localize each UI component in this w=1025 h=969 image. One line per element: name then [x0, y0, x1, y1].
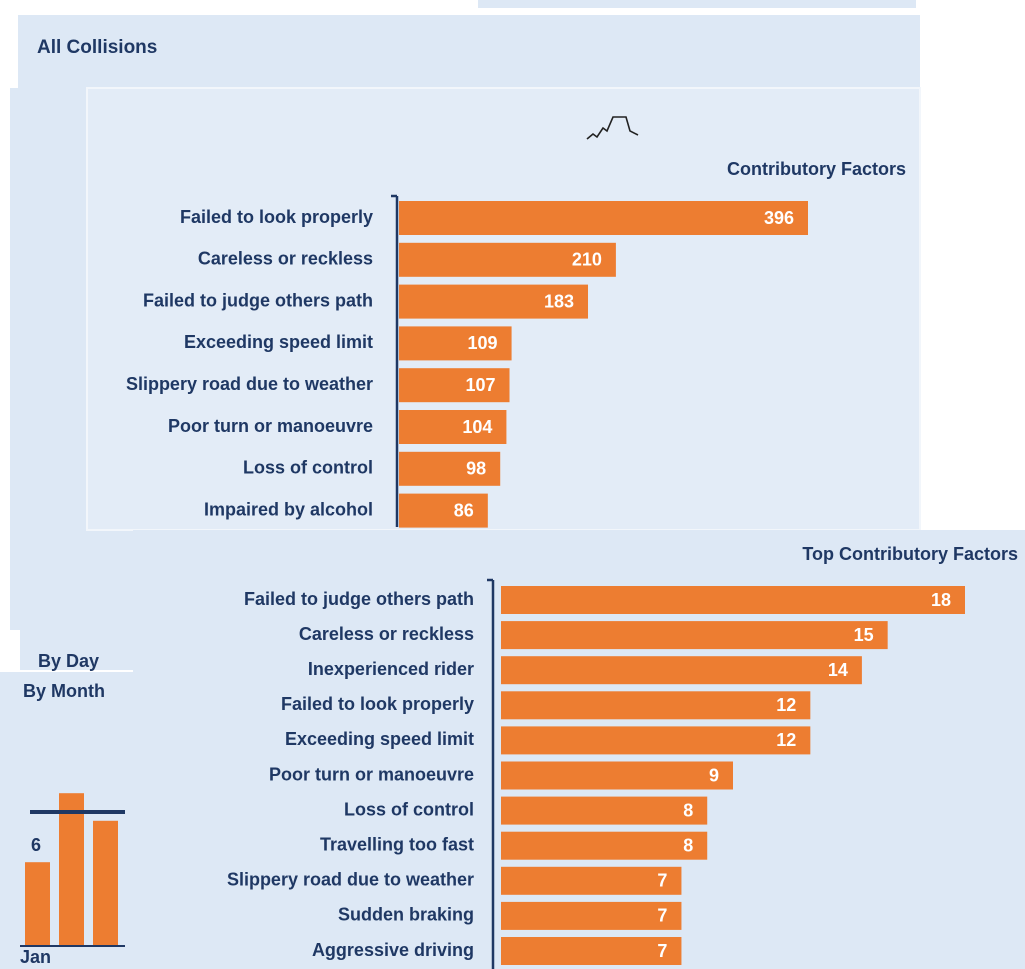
bar — [399, 284, 589, 319]
value-label: 14 — [828, 660, 848, 680]
category-label: Loss of control — [344, 799, 474, 819]
bar — [501, 621, 888, 650]
value-label: 9 — [709, 765, 719, 785]
chart: Contributory Factors Failed to look prope… — [126, 159, 906, 528]
value-label: 7 — [657, 906, 667, 926]
value-label: 7 — [657, 941, 667, 961]
bar — [399, 451, 501, 486]
value-label: 18 — [931, 590, 951, 610]
bar — [501, 866, 682, 895]
value-label: 15 — [854, 625, 874, 645]
value-label: 210 — [572, 250, 602, 270]
category-label: Failed to look properly — [281, 694, 474, 714]
bar — [501, 937, 682, 965]
chart: Top Contributory Factors Failed to judge … — [227, 544, 1018, 969]
panel — [20, 630, 140, 670]
bar — [399, 242, 616, 277]
bar — [399, 368, 510, 403]
value-label: 12 — [776, 730, 796, 750]
bar — [25, 862, 50, 945]
category-label: Poor turn or manoeuvre — [269, 764, 474, 784]
panel — [478, 0, 916, 8]
category-label: Careless or reckless — [299, 624, 474, 644]
value-label: 12 — [776, 695, 796, 715]
value-label: 396 — [764, 208, 794, 228]
category-label: Failed to judge others path — [143, 290, 373, 310]
category-label: Inexperienced rider — [308, 659, 474, 679]
bar — [399, 410, 507, 444]
panel — [18, 15, 920, 88]
category-label: Impaired by alcohol — [204, 499, 373, 519]
category-label: Exceeding speed limit — [184, 332, 373, 352]
value-label: 8 — [683, 835, 693, 855]
category-label: Exceeding speed limit — [285, 729, 474, 749]
bar — [59, 793, 84, 945]
panel-title: All Collisions — [37, 37, 157, 58]
value-label: 6 — [31, 835, 41, 855]
bar — [501, 901, 682, 930]
bar — [501, 586, 965, 614]
value-label: 7 — [657, 871, 667, 891]
bar — [93, 820, 118, 945]
bar — [501, 831, 708, 860]
bar — [501, 656, 862, 685]
category-label: Sudden braking — [338, 905, 474, 925]
category-label: Poor turn or manoeuvre — [168, 416, 373, 436]
bar — [501, 726, 811, 755]
bar — [399, 493, 488, 528]
category-label: Careless or reckless — [198, 249, 373, 269]
chart-title: By Month — [23, 681, 105, 701]
value-label: 183 — [544, 291, 574, 311]
category-label: Slippery road due to weather — [126, 374, 373, 394]
category-label: Failed to look properly — [180, 207, 373, 227]
category-label: Jan — [20, 947, 51, 967]
category-label: Aggressive driving — [312, 940, 474, 960]
bar — [399, 326, 512, 361]
panel-title: By Day — [38, 651, 99, 671]
bar — [501, 796, 708, 825]
category-label: Failed to judge others path — [244, 589, 474, 609]
category-label: Travelling too fast — [320, 834, 474, 854]
value-label: 8 — [683, 800, 693, 820]
value-label: 98 — [466, 459, 486, 479]
bar — [399, 201, 808, 235]
bar — [501, 691, 811, 720]
value-label: 107 — [465, 375, 495, 395]
icon — [586, 116, 639, 140]
bar — [501, 761, 733, 790]
value-label: 86 — [454, 500, 474, 520]
value-label: 104 — [462, 417, 492, 437]
category-label: Loss of control — [243, 458, 373, 478]
category-label: Slippery road due to weather — [227, 870, 474, 890]
value-label: 109 — [468, 333, 498, 353]
chart-title: Contributory Factors — [727, 159, 906, 179]
chart: By Month 6 Jan — [20, 681, 125, 967]
chart-title: Top Contributory Factors — [802, 544, 1018, 564]
